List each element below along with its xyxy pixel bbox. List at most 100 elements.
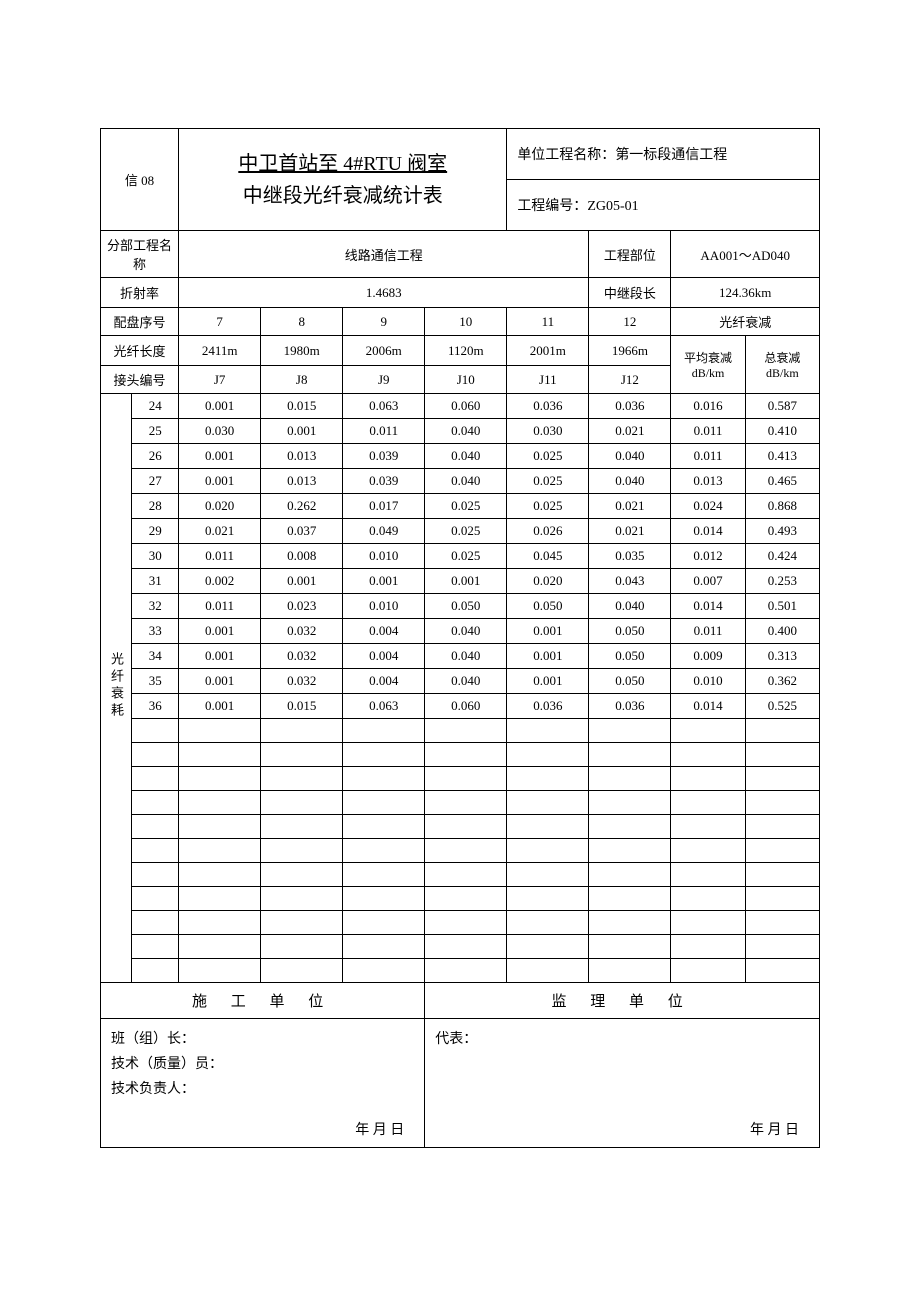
empty-cell [425,815,507,839]
row-index: 27 [132,469,179,494]
row-index [132,719,179,743]
empty-cell [745,791,819,815]
tray-no: 8 [261,308,343,336]
data-cell: 0.036 [507,694,589,719]
form-title: 中卫首站至 4#RTU 阀室中继段光纤衰减统计表 [179,129,507,231]
empty-cell [589,935,671,959]
row-index [132,791,179,815]
data-cell: 0.001 [179,619,261,644]
atten-group-label: 光纤衰减 [671,308,820,336]
avg-cell: 0.010 [671,669,745,694]
data-cell: 0.001 [179,469,261,494]
empty-cell [589,719,671,743]
total-cell: 0.362 [745,669,819,694]
row-index [132,767,179,791]
empty-cell [343,719,425,743]
empty-cell [507,839,589,863]
data-cell: 0.049 [343,519,425,544]
data-cell: 0.030 [507,419,589,444]
row-index: 31 [132,569,179,594]
empty-cell [343,911,425,935]
row-index [132,887,179,911]
total-cell: 0.413 [745,444,819,469]
empty-cell [507,743,589,767]
avg-cell: 0.016 [671,394,745,419]
construction-unit-label: 施 工 单 位 [101,983,425,1019]
empty-cell [507,767,589,791]
data-cell: 0.021 [589,419,671,444]
total-cell: 0.868 [745,494,819,519]
data-cell: 0.015 [261,394,343,419]
data-cell: 0.017 [343,494,425,519]
row-index [132,743,179,767]
avg-cell: 0.007 [671,569,745,594]
data-cell: 0.013 [261,469,343,494]
data-cell: 0.040 [589,594,671,619]
empty-cell [261,887,343,911]
empty-cell [507,815,589,839]
empty-cell [179,719,261,743]
empty-cell [179,791,261,815]
relay-len-label: 中继段长 [589,278,671,308]
data-cell: 0.037 [261,519,343,544]
refraction-label: 折射率 [101,278,179,308]
total-cell: 0.400 [745,619,819,644]
empty-cell [179,935,261,959]
data-cell: 0.025 [507,494,589,519]
part-label: 工程部位 [589,231,671,278]
row-index: 35 [132,669,179,694]
supervision-date: 年 月 日 [425,1111,820,1148]
avg-cell: 0.014 [671,694,745,719]
data-cell: 0.045 [507,544,589,569]
empty-cell [261,959,343,983]
joint-no: J11 [507,366,589,394]
empty-cell [671,839,745,863]
empty-cell [745,911,819,935]
empty-cell [261,839,343,863]
data-cell: 0.039 [343,444,425,469]
avg-cell: 0.009 [671,644,745,669]
data-cell: 0.001 [343,569,425,594]
empty-cell [507,719,589,743]
row-index: 34 [132,644,179,669]
empty-cell [671,863,745,887]
empty-cell [179,839,261,863]
empty-cell [671,911,745,935]
empty-cell [425,743,507,767]
data-cell: 0.021 [589,494,671,519]
construction-date: 年 月 日 [101,1111,425,1148]
empty-cell [507,863,589,887]
row-index: 29 [132,519,179,544]
empty-cell [671,743,745,767]
data-cell: 0.001 [261,419,343,444]
data-cell: 0.040 [425,619,507,644]
empty-cell [671,935,745,959]
data-cell: 0.043 [589,569,671,594]
data-cell: 0.030 [179,419,261,444]
data-cell: 0.001 [179,394,261,419]
data-cell: 0.050 [589,669,671,694]
data-cell: 0.036 [589,694,671,719]
side-label: 光纤衰耗 [101,394,132,983]
row-index [132,959,179,983]
empty-cell [671,767,745,791]
supervision-unit-label: 监 理 单 位 [425,983,820,1019]
data-cell: 0.039 [343,469,425,494]
unit-project: 单位工程名称：第一标段通信工程 [507,129,820,180]
row-index [132,911,179,935]
total-cell: 0.410 [745,419,819,444]
data-cell: 0.011 [343,419,425,444]
data-cell: 0.050 [507,594,589,619]
empty-cell [261,911,343,935]
row-index: 32 [132,594,179,619]
empty-cell [507,911,589,935]
data-cell: 0.032 [261,644,343,669]
data-cell: 0.010 [343,594,425,619]
fiber-len: 1966m [589,336,671,366]
empty-cell [261,719,343,743]
empty-cell [179,815,261,839]
avg-cell: 0.012 [671,544,745,569]
tray-no: 9 [343,308,425,336]
empty-cell [425,863,507,887]
empty-cell [343,767,425,791]
